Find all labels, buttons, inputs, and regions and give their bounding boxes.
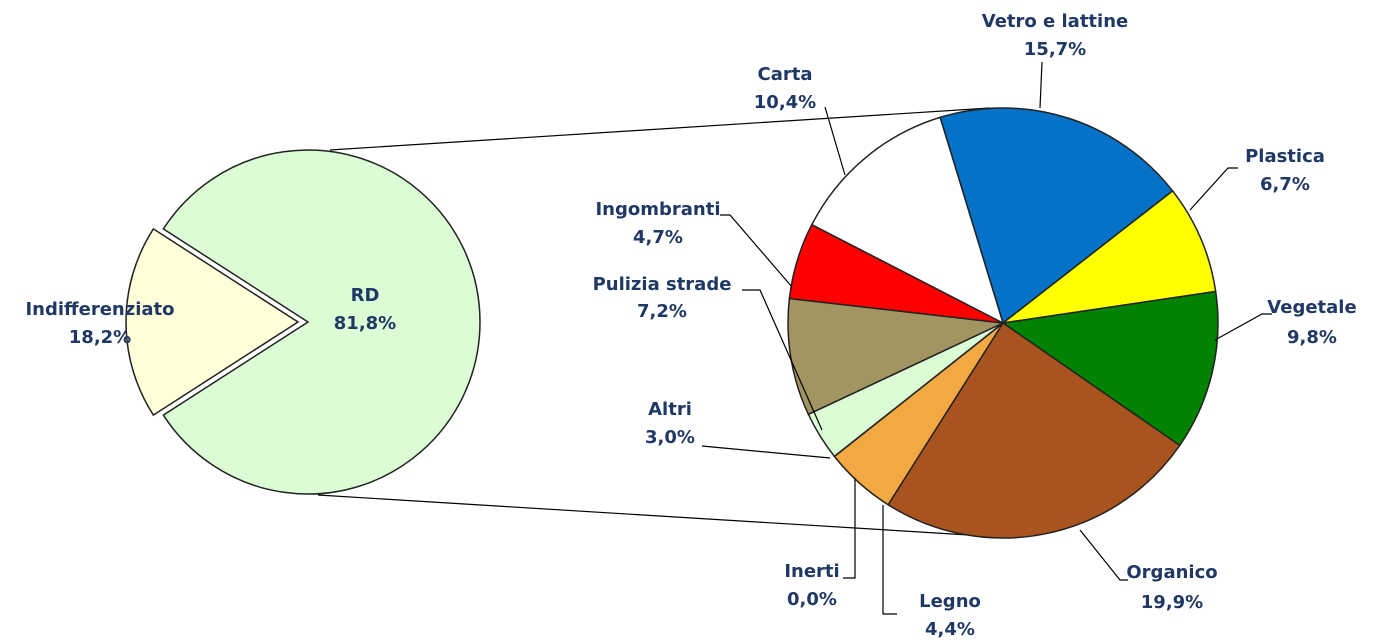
value-label: 18,2% [69,327,131,348]
leader-line [824,106,846,176]
slice-label: Legno [919,591,981,612]
slice-label: Carta [758,64,813,85]
connector [317,494,986,537]
slice-label: Plastica [1245,146,1325,167]
leader-line [742,289,823,431]
pie-slice [1000,189,1217,325]
value-label: 4,4% [925,619,975,640]
value-label: 10,4% [754,92,816,113]
leader-line [1079,529,1128,581]
slice-label: Vetro e lattine [982,11,1128,32]
pie-slice [787,297,1006,416]
leader-line [843,478,856,579]
slice-label: RD [351,285,380,306]
leader-line [701,445,831,459]
slice-label: Vegetale [1267,297,1356,318]
value-label: 7,2% [637,301,687,322]
value-label: 4,7% [633,227,683,248]
value-label: 15,7% [1024,39,1086,60]
slice-label: Inerti [784,561,839,582]
pie-slice [939,107,1174,325]
slice-label: Ingombranti [595,199,720,220]
pie-slice [1001,290,1219,447]
slice-label: Pulizia strade [593,274,732,295]
value-label: 19,9% [1141,592,1203,613]
value-label: 9,8% [1287,327,1337,348]
value-label: 81,8% [334,313,396,334]
value-label: 6,7% [1260,174,1310,195]
leader-line [720,214,793,288]
pie-slice [125,227,300,417]
leader-line [1189,167,1238,211]
slice-label: Organico [1126,562,1217,583]
slice-label: Altri [648,399,692,420]
pie-slice [810,116,1005,325]
value-label: 3,0% [645,427,695,448]
leader-line [1214,313,1272,341]
value-label: 0,0% [787,589,837,610]
leader-line [1039,61,1043,109]
leader-line [882,505,897,615]
slice-label: Indifferenziato [25,299,174,320]
pie-slice [162,149,481,495]
pie-slice [887,321,1181,539]
connector [329,107,991,151]
